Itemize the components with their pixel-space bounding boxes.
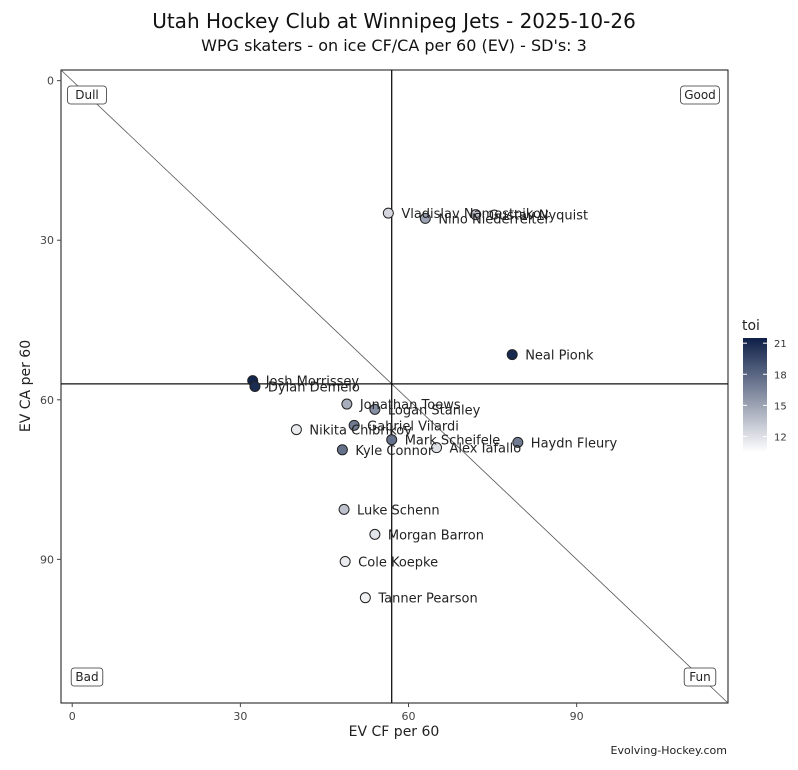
diagonal-line [60, 69, 729, 704]
player-point [341, 398, 353, 410]
corner-label-fun: Fun [689, 670, 710, 684]
player-point [386, 434, 398, 446]
x-tick-label: 90 [570, 710, 584, 723]
x-tick-label: 30 [233, 710, 247, 723]
plot-border [60, 69, 729, 704]
chart-title: Utah Hockey Club at Winnipeg Jets - 2025… [152, 9, 636, 33]
x-axis-label: EV CF per 60 [349, 724, 440, 740]
player-point [290, 424, 302, 436]
player-point [359, 592, 371, 604]
legend-title: toi [742, 318, 760, 334]
chart-subtitle: WPG skaters - on ice CF/CA per 60 (EV) -… [201, 36, 587, 55]
player-point [336, 444, 348, 456]
player-point [249, 381, 261, 392]
y-tick-label: 30 [40, 234, 54, 247]
player-label: Tanner Pearson [377, 592, 477, 607]
corner-label-good: Good [684, 88, 716, 102]
player-point [419, 212, 431, 224]
data-points [247, 207, 524, 604]
y-tick-label: 90 [40, 553, 54, 566]
corner-label-dull-box [67, 85, 107, 105]
player-point [512, 436, 524, 448]
corner-labels: Dull Good Bad Fun [67, 85, 720, 687]
reference-lines [60, 69, 729, 704]
corner-label-good-box [680, 85, 720, 105]
x-tick-label: 60 [402, 710, 416, 723]
legend-tick-label: 15 [774, 401, 787, 412]
corner-label-fun-box [683, 667, 717, 687]
player-label: Jonathan Toews [359, 398, 461, 413]
y-tick-label: 60 [40, 394, 54, 407]
player-point [382, 207, 394, 219]
player-label: Gabriel Vilardi [367, 419, 459, 434]
player-label: Dylan Demelo [268, 381, 360, 396]
player-point [369, 528, 381, 540]
legend-colorbar [743, 338, 767, 452]
player-label: Vladislav Namestnikov [401, 207, 549, 222]
player-point [348, 419, 360, 431]
legend-tick-label: 18 [774, 370, 787, 381]
legend-tick-label: 21 [774, 339, 787, 350]
player-label: Morgan Barron [388, 528, 484, 543]
player-label: Haydn Fleury [531, 436, 618, 451]
player-point [369, 403, 381, 415]
corner-label-bad: Bad [75, 670, 98, 684]
player-point [431, 442, 443, 454]
player-point [470, 209, 482, 221]
player-label: Luke Schenn [357, 503, 440, 518]
player-label: Nino Niederreiter [438, 212, 550, 227]
y-tick-label: 0 [47, 75, 54, 88]
player-label: Josh Morrissey [265, 375, 360, 390]
corner-label-dull: Dull [75, 88, 99, 102]
player-label: Mark Scheifele [405, 434, 501, 449]
corner-label-bad-box [70, 667, 104, 687]
y-axis-label: EV CA per 60 [18, 340, 34, 432]
player-label: Logan Stanley [388, 403, 481, 418]
plot-area: 0 30 60 90 0 30 60 90 Dull Good Bad Fun Vladislav … [40, 69, 729, 723]
player-label: Alex Iafallo [450, 442, 522, 457]
player-point [338, 503, 350, 515]
player-label: Neal Pionk [525, 349, 594, 364]
source-credit: Evolving-Hockey.com [611, 744, 727, 757]
legend-tick-label: 12 [774, 432, 787, 443]
axes: 0 30 60 90 0 30 60 90 [40, 75, 584, 723]
color-legend: toi 12 15 18 21 [742, 318, 787, 452]
player-label: Kyle Connor [355, 444, 433, 459]
legend-ticks: 12 15 18 21 [743, 339, 787, 443]
player-label: Cole Koepke [358, 556, 438, 571]
player-label: Gustav Nyquist [489, 209, 588, 224]
player-label: Nikita Chibrikov [309, 424, 412, 439]
player-point [506, 349, 518, 361]
player-point [339, 556, 351, 568]
x-tick-label: 0 [69, 710, 76, 723]
